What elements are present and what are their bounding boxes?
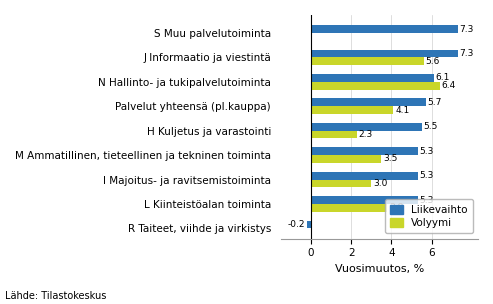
Text: 4.1: 4.1 <box>395 106 409 115</box>
Bar <box>311 155 382 163</box>
Bar <box>311 106 393 114</box>
Text: 2.3: 2.3 <box>359 130 373 139</box>
Text: 5.6: 5.6 <box>425 57 440 66</box>
Bar <box>311 123 422 131</box>
Text: 3.0: 3.0 <box>373 179 387 188</box>
Text: Lähde: Tilastokeskus: Lähde: Tilastokeskus <box>5 291 106 301</box>
Text: 5.5: 5.5 <box>423 122 438 131</box>
Legend: Liikevaihto, Volyymi: Liikevaihto, Volyymi <box>385 199 473 233</box>
X-axis label: Vuosimuutos, %: Vuosimuutos, % <box>335 264 424 274</box>
Bar <box>311 204 387 212</box>
Text: -0.2: -0.2 <box>288 220 305 229</box>
Bar <box>311 98 425 106</box>
Bar <box>311 131 357 139</box>
Text: 6.1: 6.1 <box>435 73 450 82</box>
Bar <box>307 220 311 228</box>
Bar <box>311 82 440 90</box>
Text: 5.3: 5.3 <box>419 171 434 180</box>
Text: 5.3: 5.3 <box>419 195 434 205</box>
Bar <box>311 57 423 65</box>
Bar <box>311 74 434 82</box>
Bar <box>311 147 418 155</box>
Text: 7.3: 7.3 <box>459 49 474 58</box>
Bar <box>311 172 418 180</box>
Text: 7.3: 7.3 <box>459 25 474 33</box>
Bar <box>311 196 418 204</box>
Text: 6.4: 6.4 <box>441 81 456 90</box>
Text: 3.8: 3.8 <box>389 203 403 212</box>
Bar <box>311 25 458 33</box>
Bar <box>311 180 371 187</box>
Bar <box>311 50 458 57</box>
Text: 5.3: 5.3 <box>419 147 434 156</box>
Text: 5.7: 5.7 <box>427 98 442 107</box>
Text: 3.5: 3.5 <box>383 154 397 164</box>
